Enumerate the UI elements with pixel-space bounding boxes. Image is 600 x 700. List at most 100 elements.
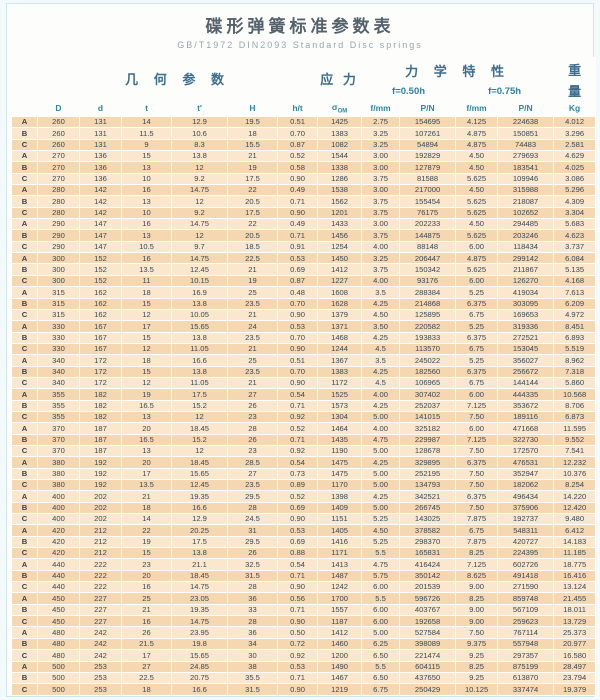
- value-cell: 1242: [317, 581, 363, 594]
- table-row: B 290 147 13 12 20.5 0.71 1456 3.75 144875 5.625 20…: [11, 229, 597, 242]
- value-cell: 4.25: [361, 297, 401, 310]
- value-cell: 9.2: [171, 206, 228, 220]
- value-cell: 150851: [497, 127, 555, 140]
- value-cell: 420: [37, 547, 80, 560]
- table-row: C 330 167 12 11.05 21 0.90 1244 4.5 113570 6.75 153…: [11, 342, 597, 356]
- value-cell: 152: [79, 274, 122, 288]
- value-cell: 0.70: [276, 331, 319, 344]
- value-cell: 3.25: [361, 138, 401, 152]
- value-cell: 106965: [399, 376, 457, 390]
- value-cell: 17.5: [227, 206, 278, 220]
- value-cell: 13: [121, 195, 172, 208]
- series-cell: A: [11, 388, 38, 401]
- value-cell: 14.75: [171, 581, 228, 594]
- value-cell: 23.5: [227, 331, 278, 344]
- value-cell: 6.375: [455, 490, 499, 503]
- value-cell: 613870: [497, 671, 555, 685]
- table-row: A 370 187 20 18.45 28 0.52 1464 4.00 325182 6.00 47…: [11, 422, 597, 435]
- value-cell: 36: [227, 592, 278, 605]
- value-cell: 8.451: [553, 320, 597, 333]
- value-cell: 27: [121, 660, 172, 673]
- group-stress: 应 力: [317, 57, 362, 100]
- value-cell: 21.1: [171, 558, 228, 571]
- value-cell: 342521: [399, 490, 457, 503]
- col-f-mm-075: f/mm: [455, 100, 498, 117]
- value-cell: 192: [79, 478, 122, 492]
- table-row: B 400 202 18 16.6 28 0.69 1409 5.00 266745 7.50 375…: [11, 501, 597, 515]
- value-cell: 16.5: [121, 433, 172, 446]
- value-cell: 152: [79, 252, 122, 265]
- value-cell: 280: [37, 184, 80, 197]
- value-cell: 0.49: [276, 218, 319, 231]
- value-cell: 203246: [497, 229, 555, 242]
- value-cell: 3.25: [361, 127, 401, 140]
- value-cell: 3.296: [553, 127, 597, 140]
- condition-f075: f=0.75h: [455, 83, 554, 100]
- value-cell: 250429: [399, 683, 457, 696]
- value-cell: 3.75: [361, 206, 401, 220]
- value-cell: 25: [227, 354, 278, 367]
- value-cell: 192: [79, 467, 122, 481]
- value-cell: 0.90: [276, 206, 319, 220]
- value-cell: 355: [37, 399, 80, 412]
- value-cell: 380: [37, 478, 80, 492]
- value-cell: 272521: [497, 331, 555, 344]
- value-cell: 15.2: [171, 433, 228, 446]
- condition-f050: f=0.50h: [361, 83, 456, 100]
- value-cell: 162: [79, 308, 122, 322]
- value-cell: 187: [79, 444, 122, 458]
- group-weight-bottom: 量: [553, 83, 596, 100]
- value-cell: 1433: [317, 218, 363, 231]
- value-cell: 1435: [317, 433, 363, 446]
- table-row: A 340 172 18 16.6 25 0.51 1367 3.5 245022 5.25 3560…: [11, 354, 597, 367]
- value-cell: 28: [227, 422, 278, 435]
- value-cell: 602726: [497, 558, 555, 571]
- series-cell: C: [11, 513, 38, 526]
- value-cell: 15.65: [171, 467, 228, 481]
- value-cell: 3.00: [361, 150, 401, 163]
- value-cell: 142: [79, 195, 122, 208]
- table-row: C 400 202 14 12.9 24.5 0.90 1151 5.25 143025 7.875…: [11, 513, 597, 526]
- value-cell: 266745: [399, 501, 457, 515]
- value-cell: 4.00: [361, 274, 401, 288]
- value-cell: 1416: [317, 535, 363, 549]
- value-cell: 5.75: [361, 569, 401, 583]
- value-cell: 0.71: [276, 433, 319, 446]
- value-cell: 0.53: [276, 252, 319, 265]
- value-cell: 22: [121, 524, 172, 537]
- table-row: A 480 242 26 23.95 36 0.50 1412 5.00 527584 7.50 76…: [11, 626, 597, 639]
- value-cell: 10.125: [455, 683, 499, 696]
- table-row: A 315 162 18 16.9 25 0.48 1608 3.5 288384 5.25 4190…: [11, 286, 597, 299]
- value-cell: 20.5: [227, 195, 278, 208]
- value-cell: 13: [121, 161, 172, 174]
- value-cell: 18.775: [553, 558, 597, 571]
- value-cell: 4.75: [361, 433, 401, 446]
- value-cell: 10: [121, 206, 172, 220]
- value-cell: 5.860: [553, 376, 597, 390]
- value-cell: 6.75: [455, 308, 499, 322]
- value-cell: 6.00: [361, 615, 401, 628]
- value-cell: 19: [227, 274, 278, 288]
- value-cell: 183541: [497, 161, 555, 174]
- value-cell: 12: [171, 161, 228, 174]
- value-cell: 5.135: [553, 263, 597, 276]
- value-cell: 280: [37, 206, 80, 220]
- value-cell: 28: [227, 615, 278, 628]
- series-cell: B: [11, 637, 38, 651]
- value-cell: 30: [227, 649, 278, 662]
- series-cell: A: [11, 184, 38, 197]
- value-cell: 126270: [497, 274, 555, 288]
- value-cell: 3.5: [361, 286, 401, 299]
- value-cell: 1557: [317, 603, 363, 617]
- series-cell: C: [11, 308, 38, 322]
- value-cell: 143025: [399, 513, 457, 526]
- value-cell: 3.75: [361, 172, 401, 186]
- disc-spring-table: 几 何 参 数 应 力 力 学 特 性 重 f=0.50h f=0.75h 量 …: [11, 57, 597, 696]
- value-cell: 25: [121, 592, 172, 605]
- value-cell: 0.90: [276, 342, 319, 356]
- value-cell: 315: [37, 286, 80, 299]
- value-cell: 221474: [399, 649, 457, 662]
- value-cell: 0.87: [276, 138, 319, 152]
- value-cell: 1460: [317, 637, 363, 651]
- value-cell: 4.5: [361, 376, 401, 390]
